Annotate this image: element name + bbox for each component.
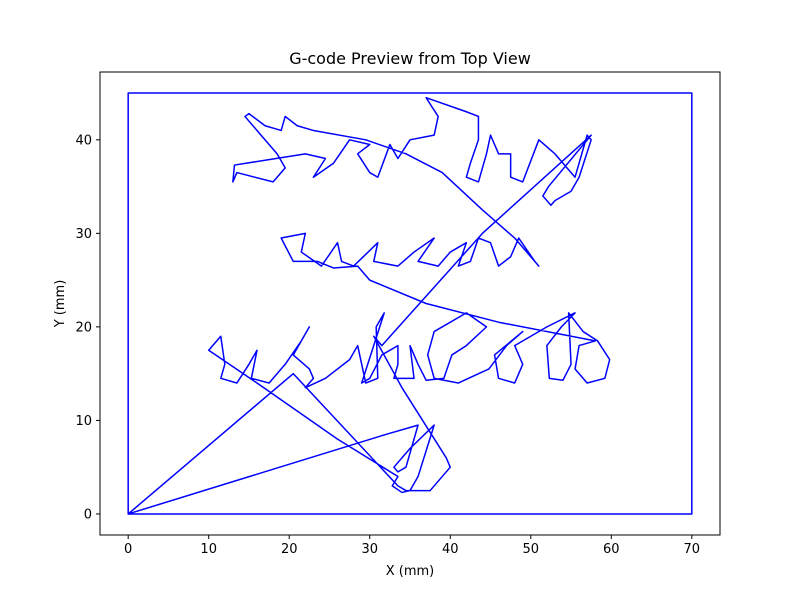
- y-tick-label: 0: [84, 507, 92, 522]
- plot-area: [99, 71, 721, 536]
- y-tick-label: 10: [75, 414, 92, 429]
- y-axis-label: Y (mm): [53, 280, 68, 329]
- x-tick-label: 30: [361, 542, 378, 557]
- toolpath-series-0: [127, 92, 693, 515]
- x-tick-label: 10: [200, 542, 217, 557]
- x-tick-label: 40: [442, 542, 459, 557]
- x-tick-label: 60: [603, 542, 620, 557]
- y-axis: 0 10 20 30 40: [75, 133, 100, 522]
- x-tick-label: 0: [124, 542, 132, 557]
- x-tick-label: 50: [523, 542, 540, 557]
- x-axis: 0 10 20 30 40 50 60 70: [124, 535, 700, 557]
- data-layer: [127, 92, 693, 515]
- y-tick-label: 40: [75, 133, 92, 148]
- y-tick-label: 30: [75, 227, 92, 242]
- y-tick-label: 20: [75, 320, 92, 335]
- x-axis-label: X (mm): [386, 564, 435, 579]
- chart-title: G-code Preview from Top View: [289, 49, 531, 68]
- x-tick-label: 70: [684, 542, 701, 557]
- x-tick-label: 20: [281, 542, 298, 557]
- axes-frame: [99, 71, 721, 536]
